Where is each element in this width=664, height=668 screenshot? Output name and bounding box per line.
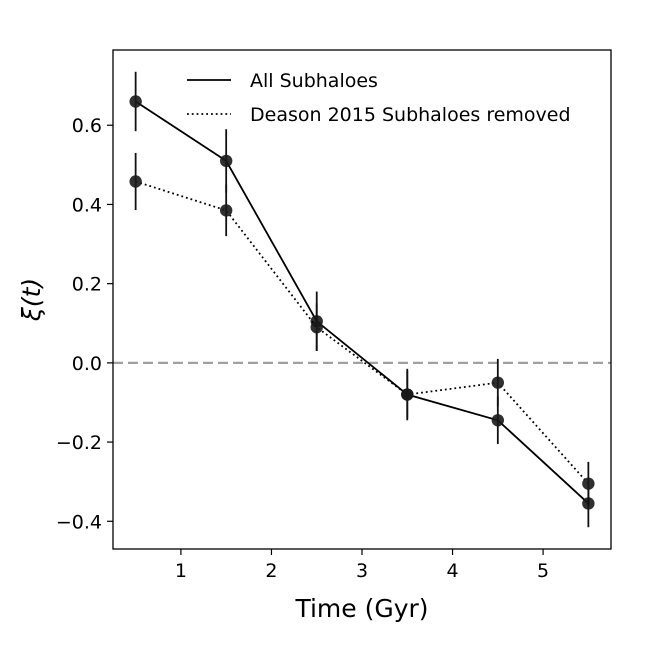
- data-point-s1-p3: [401, 388, 414, 401]
- x-tick-label-3: 4: [446, 560, 458, 582]
- legend-label-0: All Subhaloes: [250, 70, 378, 92]
- data-point-s1-p1: [219, 204, 233, 217]
- data-point-s1-p0: [129, 175, 142, 188]
- y-tick-label-0: −0.4: [56, 511, 102, 533]
- data-point-s0-p4: [491, 414, 505, 427]
- y-tick-label-3: 0.2: [72, 274, 102, 296]
- data-point-s0-p1: [219, 154, 233, 168]
- x-tick-label-0: 1: [175, 560, 187, 582]
- y-tick-label-4: 0.4: [72, 194, 102, 216]
- y-tick-label-1: −0.2: [56, 432, 102, 454]
- series-line-1: [135, 180, 590, 485]
- data-point-s1-p4: [491, 376, 505, 389]
- x-axis-label: Time (Gyr): [294, 594, 428, 623]
- x-tick-label-1: 2: [265, 560, 277, 582]
- legend-label-1: Deason 2015 Subhaloes removed: [250, 104, 571, 126]
- data-point-s1-p5: [582, 477, 595, 490]
- data-point-s1-p2: [310, 321, 323, 334]
- y-axis-label: ξ(t): [17, 278, 46, 322]
- x-tick-label-4: 5: [537, 560, 549, 582]
- x-tick-label-2: 3: [356, 560, 368, 582]
- y-tick-label-5: 0.6: [72, 115, 102, 137]
- data-point-s0-p0: [129, 95, 142, 108]
- series-line-0: [135, 100, 589, 505]
- y-tick-label-2: 0.0: [72, 353, 102, 375]
